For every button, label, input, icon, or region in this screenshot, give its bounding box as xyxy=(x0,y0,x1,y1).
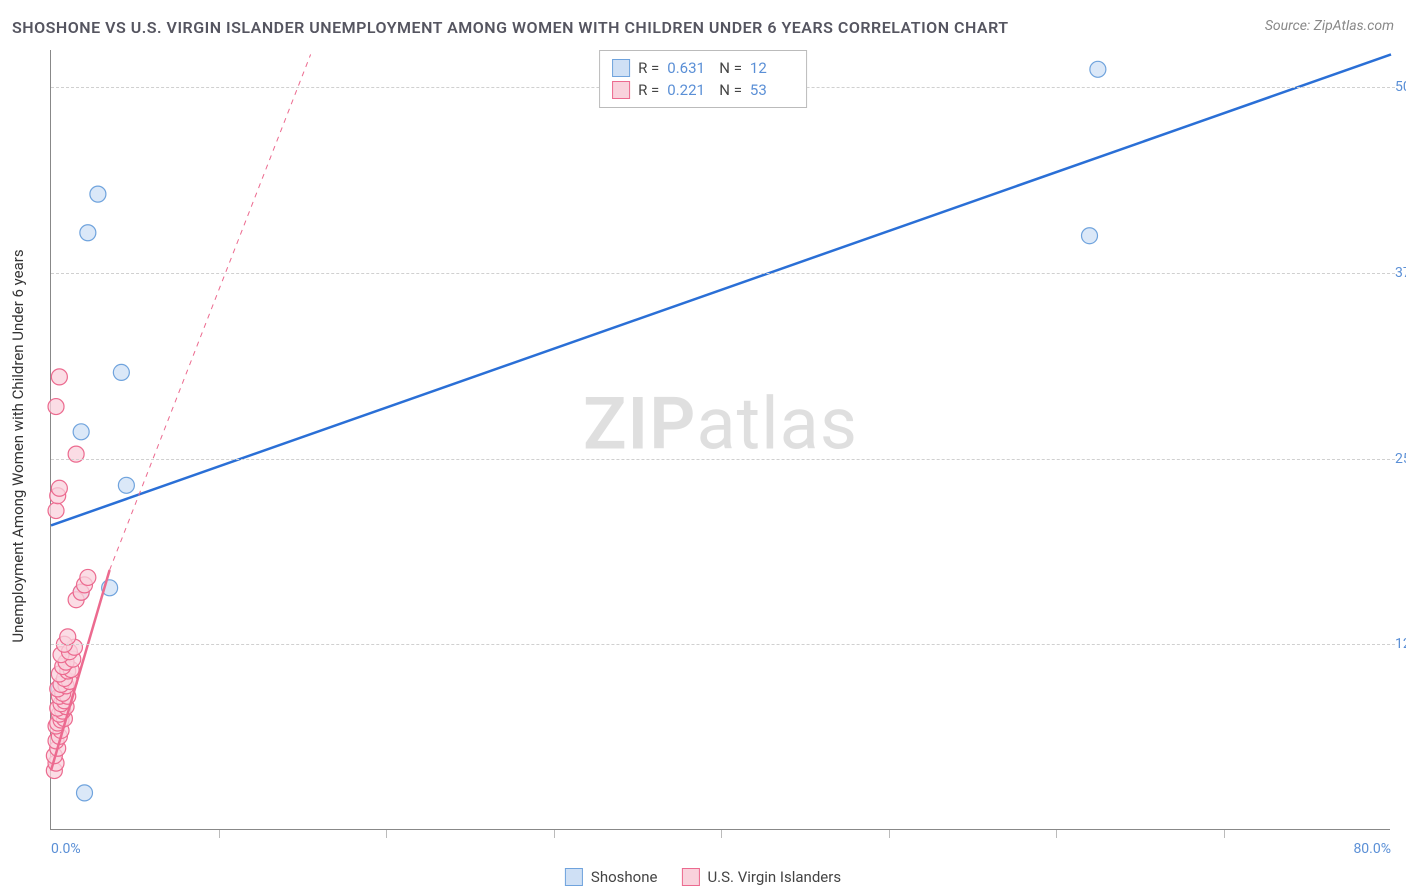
data-point xyxy=(68,446,84,462)
x-tick-label: 80.0% xyxy=(1353,841,1391,857)
data-point xyxy=(80,225,96,241)
legend-series-label: U.S. Virgin Islanders xyxy=(707,868,841,886)
correlation-legend: R = 0.631 N = 12 R = 0.221 N = 53 xyxy=(599,50,807,108)
data-point xyxy=(77,785,93,801)
gridline-h xyxy=(51,644,1395,645)
x-minor-tick xyxy=(219,830,220,838)
legend-bottom-item: U.S. Virgin Islanders xyxy=(681,868,841,886)
legend-top-row: R = 0.631 N = 12 xyxy=(612,57,794,79)
legend-top-row: R = 0.221 N = 53 xyxy=(612,79,794,101)
plot-area: ZIPatlas 12.5%25.0%37.5%50.0%0.0%80.0% xyxy=(50,50,1390,830)
x-minor-tick xyxy=(386,830,387,838)
series-legend: Shoshone U.S. Virgin Islanders xyxy=(565,868,841,886)
legend-swatch xyxy=(681,868,699,886)
gridline-h xyxy=(51,273,1395,274)
y-tick-label: 12.5% xyxy=(1395,636,1406,652)
data-point xyxy=(48,399,64,415)
data-point xyxy=(51,369,67,385)
legend-r-value: 0.631 xyxy=(667,59,711,77)
gridline-h xyxy=(51,459,1395,460)
data-point xyxy=(113,364,129,380)
y-axis-label: Unemployment Among Women with Children U… xyxy=(9,249,27,642)
data-point xyxy=(48,503,64,519)
legend-bottom-item: Shoshone xyxy=(565,868,658,886)
data-point xyxy=(1090,61,1106,77)
x-tick-label: 0.0% xyxy=(51,841,81,857)
data-point xyxy=(90,186,106,202)
legend-n-value: 53 xyxy=(750,81,794,99)
y-tick-label: 25.0% xyxy=(1395,451,1406,467)
legend-swatch xyxy=(612,81,630,99)
legend-n-value: 12 xyxy=(750,59,794,77)
trend-line-dashed xyxy=(110,54,311,570)
data-point xyxy=(118,477,134,493)
legend-r-label: R = xyxy=(638,59,659,77)
source-text: Source: ZipAtlas.com xyxy=(1265,18,1394,34)
legend-n-label: N = xyxy=(719,59,742,77)
x-minor-tick xyxy=(721,830,722,838)
x-minor-tick xyxy=(1056,830,1057,838)
legend-r-label: R = xyxy=(638,81,659,99)
data-point xyxy=(73,424,89,440)
data-point xyxy=(80,569,96,585)
y-tick-label: 50.0% xyxy=(1395,79,1406,95)
chart-svg xyxy=(51,50,1390,829)
data-point xyxy=(51,480,67,496)
legend-r-value: 0.221 xyxy=(667,81,711,99)
legend-n-label: N = xyxy=(719,81,742,99)
chart-title: SHOSHONE VS U.S. VIRGIN ISLANDER UNEMPLO… xyxy=(12,18,1009,37)
x-minor-tick xyxy=(554,830,555,838)
x-minor-tick xyxy=(889,830,890,838)
title-bar: SHOSHONE VS U.S. VIRGIN ISLANDER UNEMPLO… xyxy=(12,18,1394,37)
legend-series-label: Shoshone xyxy=(591,868,658,886)
trend-line xyxy=(51,54,1391,525)
y-tick-label: 37.5% xyxy=(1395,265,1406,281)
legend-swatch xyxy=(612,59,630,77)
data-point xyxy=(1082,228,1098,244)
data-point xyxy=(60,629,76,645)
x-minor-tick xyxy=(1224,830,1225,838)
legend-swatch xyxy=(565,868,583,886)
